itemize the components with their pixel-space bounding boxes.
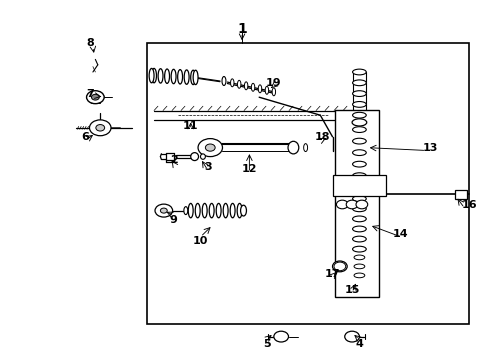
Ellipse shape (353, 264, 364, 269)
Circle shape (96, 125, 104, 131)
Circle shape (273, 331, 288, 342)
Circle shape (155, 204, 172, 217)
Ellipse shape (352, 236, 366, 242)
Ellipse shape (352, 246, 366, 252)
Ellipse shape (237, 203, 242, 218)
Text: 10: 10 (192, 236, 208, 246)
Ellipse shape (202, 203, 207, 218)
Ellipse shape (151, 68, 156, 83)
Ellipse shape (223, 203, 227, 218)
Ellipse shape (352, 91, 366, 96)
Text: 14: 14 (392, 229, 408, 239)
Text: 4: 4 (355, 339, 363, 349)
Circle shape (160, 208, 167, 213)
Ellipse shape (352, 184, 366, 190)
Ellipse shape (352, 138, 366, 144)
Text: 5: 5 (262, 339, 270, 349)
Ellipse shape (171, 69, 176, 84)
Circle shape (91, 94, 99, 100)
Ellipse shape (237, 80, 241, 88)
Ellipse shape (264, 86, 268, 94)
Ellipse shape (352, 216, 366, 222)
Text: 8: 8 (86, 38, 94, 48)
Ellipse shape (352, 112, 366, 118)
Ellipse shape (177, 69, 182, 84)
Ellipse shape (333, 262, 345, 271)
Text: 3: 3 (203, 162, 211, 172)
Ellipse shape (164, 69, 169, 84)
Ellipse shape (352, 69, 366, 75)
Ellipse shape (200, 154, 205, 159)
Ellipse shape (251, 83, 254, 91)
Ellipse shape (352, 150, 366, 156)
Ellipse shape (352, 80, 366, 86)
Ellipse shape (149, 68, 154, 83)
Text: 9: 9 (169, 215, 177, 225)
Ellipse shape (190, 153, 198, 161)
Circle shape (89, 120, 111, 136)
Ellipse shape (353, 273, 364, 278)
Bar (454, 190, 466, 199)
Ellipse shape (193, 70, 198, 85)
Circle shape (336, 200, 347, 209)
Ellipse shape (353, 255, 364, 260)
Bar (146, 43, 468, 324)
Circle shape (332, 261, 346, 272)
Ellipse shape (230, 203, 235, 218)
Ellipse shape (183, 207, 187, 215)
Circle shape (355, 200, 367, 209)
Bar (334, 110, 378, 297)
Ellipse shape (352, 127, 366, 132)
Ellipse shape (352, 102, 366, 107)
Ellipse shape (303, 144, 307, 152)
Ellipse shape (190, 70, 195, 85)
Ellipse shape (188, 203, 193, 218)
Ellipse shape (209, 203, 214, 218)
Ellipse shape (352, 226, 366, 232)
Circle shape (198, 139, 222, 157)
Ellipse shape (287, 141, 298, 154)
Circle shape (86, 91, 104, 104)
Ellipse shape (230, 79, 233, 87)
Bar (332, 175, 386, 196)
Text: 1: 1 (237, 22, 246, 36)
Text: 12: 12 (241, 164, 257, 174)
Circle shape (205, 144, 215, 151)
Circle shape (346, 200, 357, 209)
Ellipse shape (271, 88, 275, 96)
Ellipse shape (352, 161, 366, 167)
Text: 15: 15 (344, 285, 359, 295)
Ellipse shape (352, 206, 366, 212)
Ellipse shape (352, 196, 366, 202)
Ellipse shape (258, 85, 261, 93)
Text: 11: 11 (183, 121, 198, 131)
Text: 7: 7 (86, 89, 94, 99)
Text: 13: 13 (422, 143, 437, 153)
Text: 2: 2 (169, 155, 177, 165)
Ellipse shape (195, 203, 200, 218)
Ellipse shape (216, 203, 221, 218)
Ellipse shape (240, 205, 246, 216)
Text: 18: 18 (314, 132, 330, 142)
Ellipse shape (351, 119, 366, 126)
Ellipse shape (222, 77, 225, 85)
Text: 19: 19 (265, 78, 281, 88)
Text: 16: 16 (461, 200, 476, 210)
Ellipse shape (158, 69, 163, 83)
Text: 17: 17 (324, 269, 340, 279)
Ellipse shape (244, 82, 247, 90)
Ellipse shape (352, 173, 366, 179)
Text: 6: 6 (81, 132, 89, 142)
Circle shape (344, 331, 359, 342)
Ellipse shape (184, 70, 189, 84)
